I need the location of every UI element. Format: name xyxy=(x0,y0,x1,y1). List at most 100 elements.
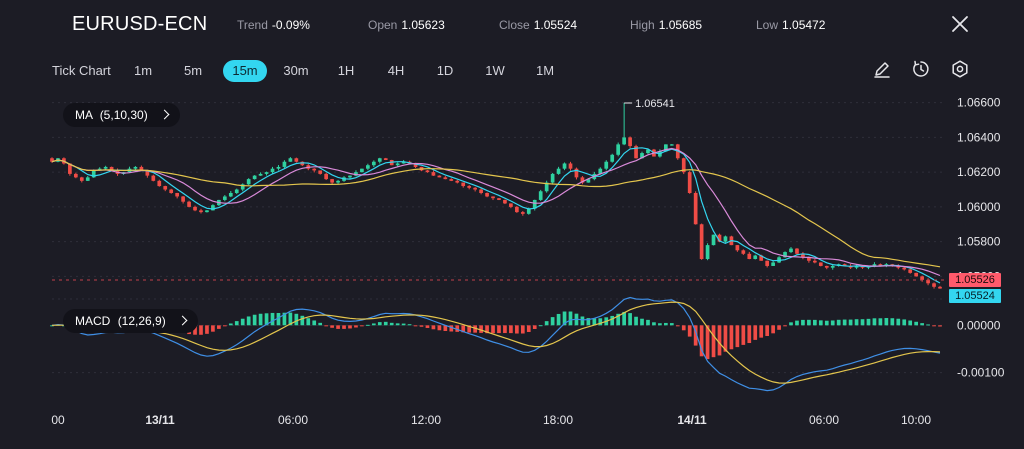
macd-bar xyxy=(753,325,758,340)
candle xyxy=(735,244,740,252)
timeframe-1d[interactable]: 1D xyxy=(436,63,454,78)
timeframe-5m[interactable]: 5m xyxy=(183,63,203,78)
settings-icon[interactable] xyxy=(950,59,970,79)
candle xyxy=(926,278,930,286)
candle-body xyxy=(371,161,376,166)
candle-body xyxy=(157,180,162,187)
candle-body xyxy=(413,163,418,167)
ma-indicator-pill[interactable]: MA (5,10,30) xyxy=(63,103,181,127)
macd-bar xyxy=(50,325,54,327)
macd-indicator-pill[interactable]: MACD (12,26,9) xyxy=(63,309,199,333)
pencil-icon[interactable] xyxy=(872,59,892,79)
macd-bar xyxy=(610,315,615,326)
timeframe-30m[interactable]: 30m xyxy=(283,63,309,78)
macd-bar xyxy=(568,311,573,326)
ask-price-tag: 1.05524 xyxy=(949,289,1001,303)
candle-body xyxy=(246,179,251,185)
close-icon[interactable] xyxy=(949,13,971,35)
candle xyxy=(395,162,400,167)
candle xyxy=(73,172,78,179)
macd-bar xyxy=(455,325,460,332)
candle-body xyxy=(669,144,674,146)
candle-body xyxy=(818,262,823,266)
candle xyxy=(538,189,543,201)
candle-body xyxy=(842,264,847,266)
tick-chart-button[interactable]: Tick Chart xyxy=(52,63,111,78)
candle xyxy=(610,153,615,163)
candle-body xyxy=(687,172,692,193)
candle-body xyxy=(73,173,78,178)
timeframe-4h[interactable]: 4H xyxy=(387,63,405,78)
macd-bar xyxy=(812,319,817,326)
timeframe-1h[interactable]: 1H xyxy=(337,63,355,78)
ma-params: (5,10,30) xyxy=(99,108,148,122)
candle-body xyxy=(795,248,799,254)
timeframe-1m[interactable]: 1m xyxy=(133,63,153,78)
candle xyxy=(222,195,227,202)
timeframe-15m[interactable]: 15m xyxy=(223,60,267,82)
macd-bar xyxy=(830,320,835,326)
candle xyxy=(765,260,770,268)
symbol-title[interactable]: EURUSD-ECN xyxy=(72,13,208,35)
macd-bar xyxy=(407,324,412,326)
candle-body xyxy=(812,260,817,263)
candle-body xyxy=(360,168,364,173)
candle xyxy=(801,251,805,260)
macd-bar xyxy=(848,319,853,326)
candle-body xyxy=(699,224,704,259)
price-chart[interactable]: 1.066001.064001.062001.060001.058001.056… xyxy=(0,86,1024,449)
candle xyxy=(711,234,716,246)
candle xyxy=(771,260,775,267)
candle xyxy=(479,188,483,195)
timeframe-1mo[interactable]: 1M xyxy=(535,63,555,78)
candle xyxy=(503,199,507,205)
candle-body xyxy=(616,144,621,155)
time-tick-label: 13/11 xyxy=(145,413,175,427)
candle-body xyxy=(711,234,716,246)
candle xyxy=(556,166,561,175)
axis-labels: 1.066001.064001.062001.060001.058001.056… xyxy=(51,96,1004,427)
candle xyxy=(509,203,513,209)
candle-body xyxy=(68,163,72,174)
candle-body xyxy=(664,144,668,152)
candle xyxy=(50,157,54,163)
candle xyxy=(491,196,495,201)
candle xyxy=(681,157,686,175)
candle xyxy=(127,166,132,173)
candle-body xyxy=(133,166,138,169)
candle-body xyxy=(276,166,281,169)
candle-body xyxy=(258,173,263,176)
candle-body xyxy=(914,272,919,277)
macd-bar xyxy=(741,325,746,345)
macd-bar xyxy=(479,325,483,333)
candle xyxy=(437,175,442,178)
macd-bar xyxy=(735,325,740,348)
macd-bar xyxy=(628,313,632,326)
candle xyxy=(753,254,758,260)
macd-bar xyxy=(443,325,448,331)
candle xyxy=(228,191,233,198)
timer-icon[interactable] xyxy=(911,59,931,79)
macd-bar xyxy=(807,319,811,326)
macd-bar xyxy=(282,312,287,326)
macd-bar xyxy=(228,323,233,326)
macd-bar xyxy=(258,313,263,326)
macd-bar xyxy=(860,319,865,326)
stat-open: Open 1.05623 xyxy=(368,18,445,32)
candle xyxy=(211,204,215,211)
candle xyxy=(914,272,919,277)
candle-body xyxy=(437,175,442,178)
macd-bar xyxy=(777,325,781,330)
candle xyxy=(515,205,519,213)
candle xyxy=(234,188,239,195)
candle-body xyxy=(443,177,448,180)
candle xyxy=(795,248,799,256)
candle xyxy=(634,144,638,159)
candle xyxy=(288,157,293,162)
macd-bar xyxy=(366,324,370,326)
macd-bar xyxy=(687,325,692,337)
candle-body xyxy=(109,166,114,171)
candle xyxy=(497,198,501,201)
timeframe-1w[interactable]: 1W xyxy=(485,63,505,78)
candle-body xyxy=(264,172,269,174)
